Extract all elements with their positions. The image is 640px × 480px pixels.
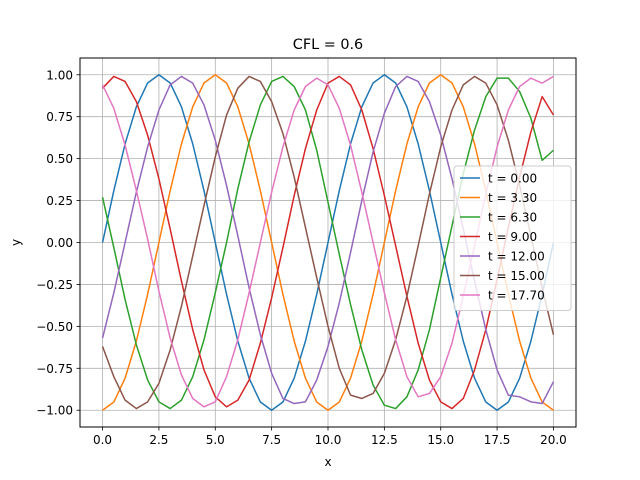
- y-tick-label: −1.00: [36, 404, 73, 418]
- y-tick-label: −0.75: [36, 362, 73, 376]
- legend-label: t = 6.30: [488, 211, 537, 225]
- x-tick-label: 5.0: [206, 433, 225, 447]
- legend: t = 0.00 t = 3.30 t = 6.30 t = 9.00 t = 12.0…: [453, 165, 572, 311]
- series-lines: [101, 74, 555, 411]
- x-tick-label: 7.5: [262, 433, 281, 447]
- x-tick-label: 10.0: [315, 433, 342, 447]
- x-tick-label: 17.5: [484, 433, 511, 447]
- legend-label: t = 3.30: [488, 191, 537, 205]
- legend-label: t = 15.00: [488, 269, 545, 283]
- y-tick-label: 0.25: [46, 194, 73, 208]
- x-tick-label: 12.5: [371, 433, 398, 447]
- chart-title: CFL = 0.6: [293, 37, 363, 53]
- y-tick-label: 0.00: [46, 236, 73, 250]
- y-tick-label: −0.50: [36, 320, 73, 334]
- x-tick-label: 20.0: [540, 433, 567, 447]
- x-tick-label: 15.0: [427, 433, 454, 447]
- legend-label: t = 12.00: [488, 250, 545, 264]
- series-line: [102, 74, 554, 411]
- y-axis-ticks: −1.00 −0.75 −0.50 −0.25 0.00 0.25 0.50 0.75 1.00: [36, 68, 80, 418]
- y-tick-label: 0.50: [46, 152, 73, 166]
- x-axis-ticks: 0.0 2.5 5.0 7.5 10.0 12.5 15.0 17.5 20.0: [93, 427, 567, 447]
- y-tick-label: −0.25: [36, 278, 73, 292]
- legend-label: t = 0.00: [488, 172, 537, 186]
- series-line: [101, 74, 555, 411]
- y-tick-label: 1.00: [46, 68, 73, 82]
- y-axis-title: y: [9, 239, 23, 246]
- legend-label: t = 9.00: [488, 230, 537, 244]
- series-line: [102, 75, 555, 410]
- y-tick-label: 0.75: [46, 110, 73, 124]
- x-axis-title: x: [324, 455, 331, 469]
- series-line: [101, 75, 554, 410]
- x-tick-label: 0.0: [93, 433, 112, 447]
- legend-box: [453, 165, 572, 311]
- x-tick-label: 2.5: [149, 433, 168, 447]
- legend-label: t = 17.70: [488, 289, 545, 303]
- series-line: [101, 75, 555, 410]
